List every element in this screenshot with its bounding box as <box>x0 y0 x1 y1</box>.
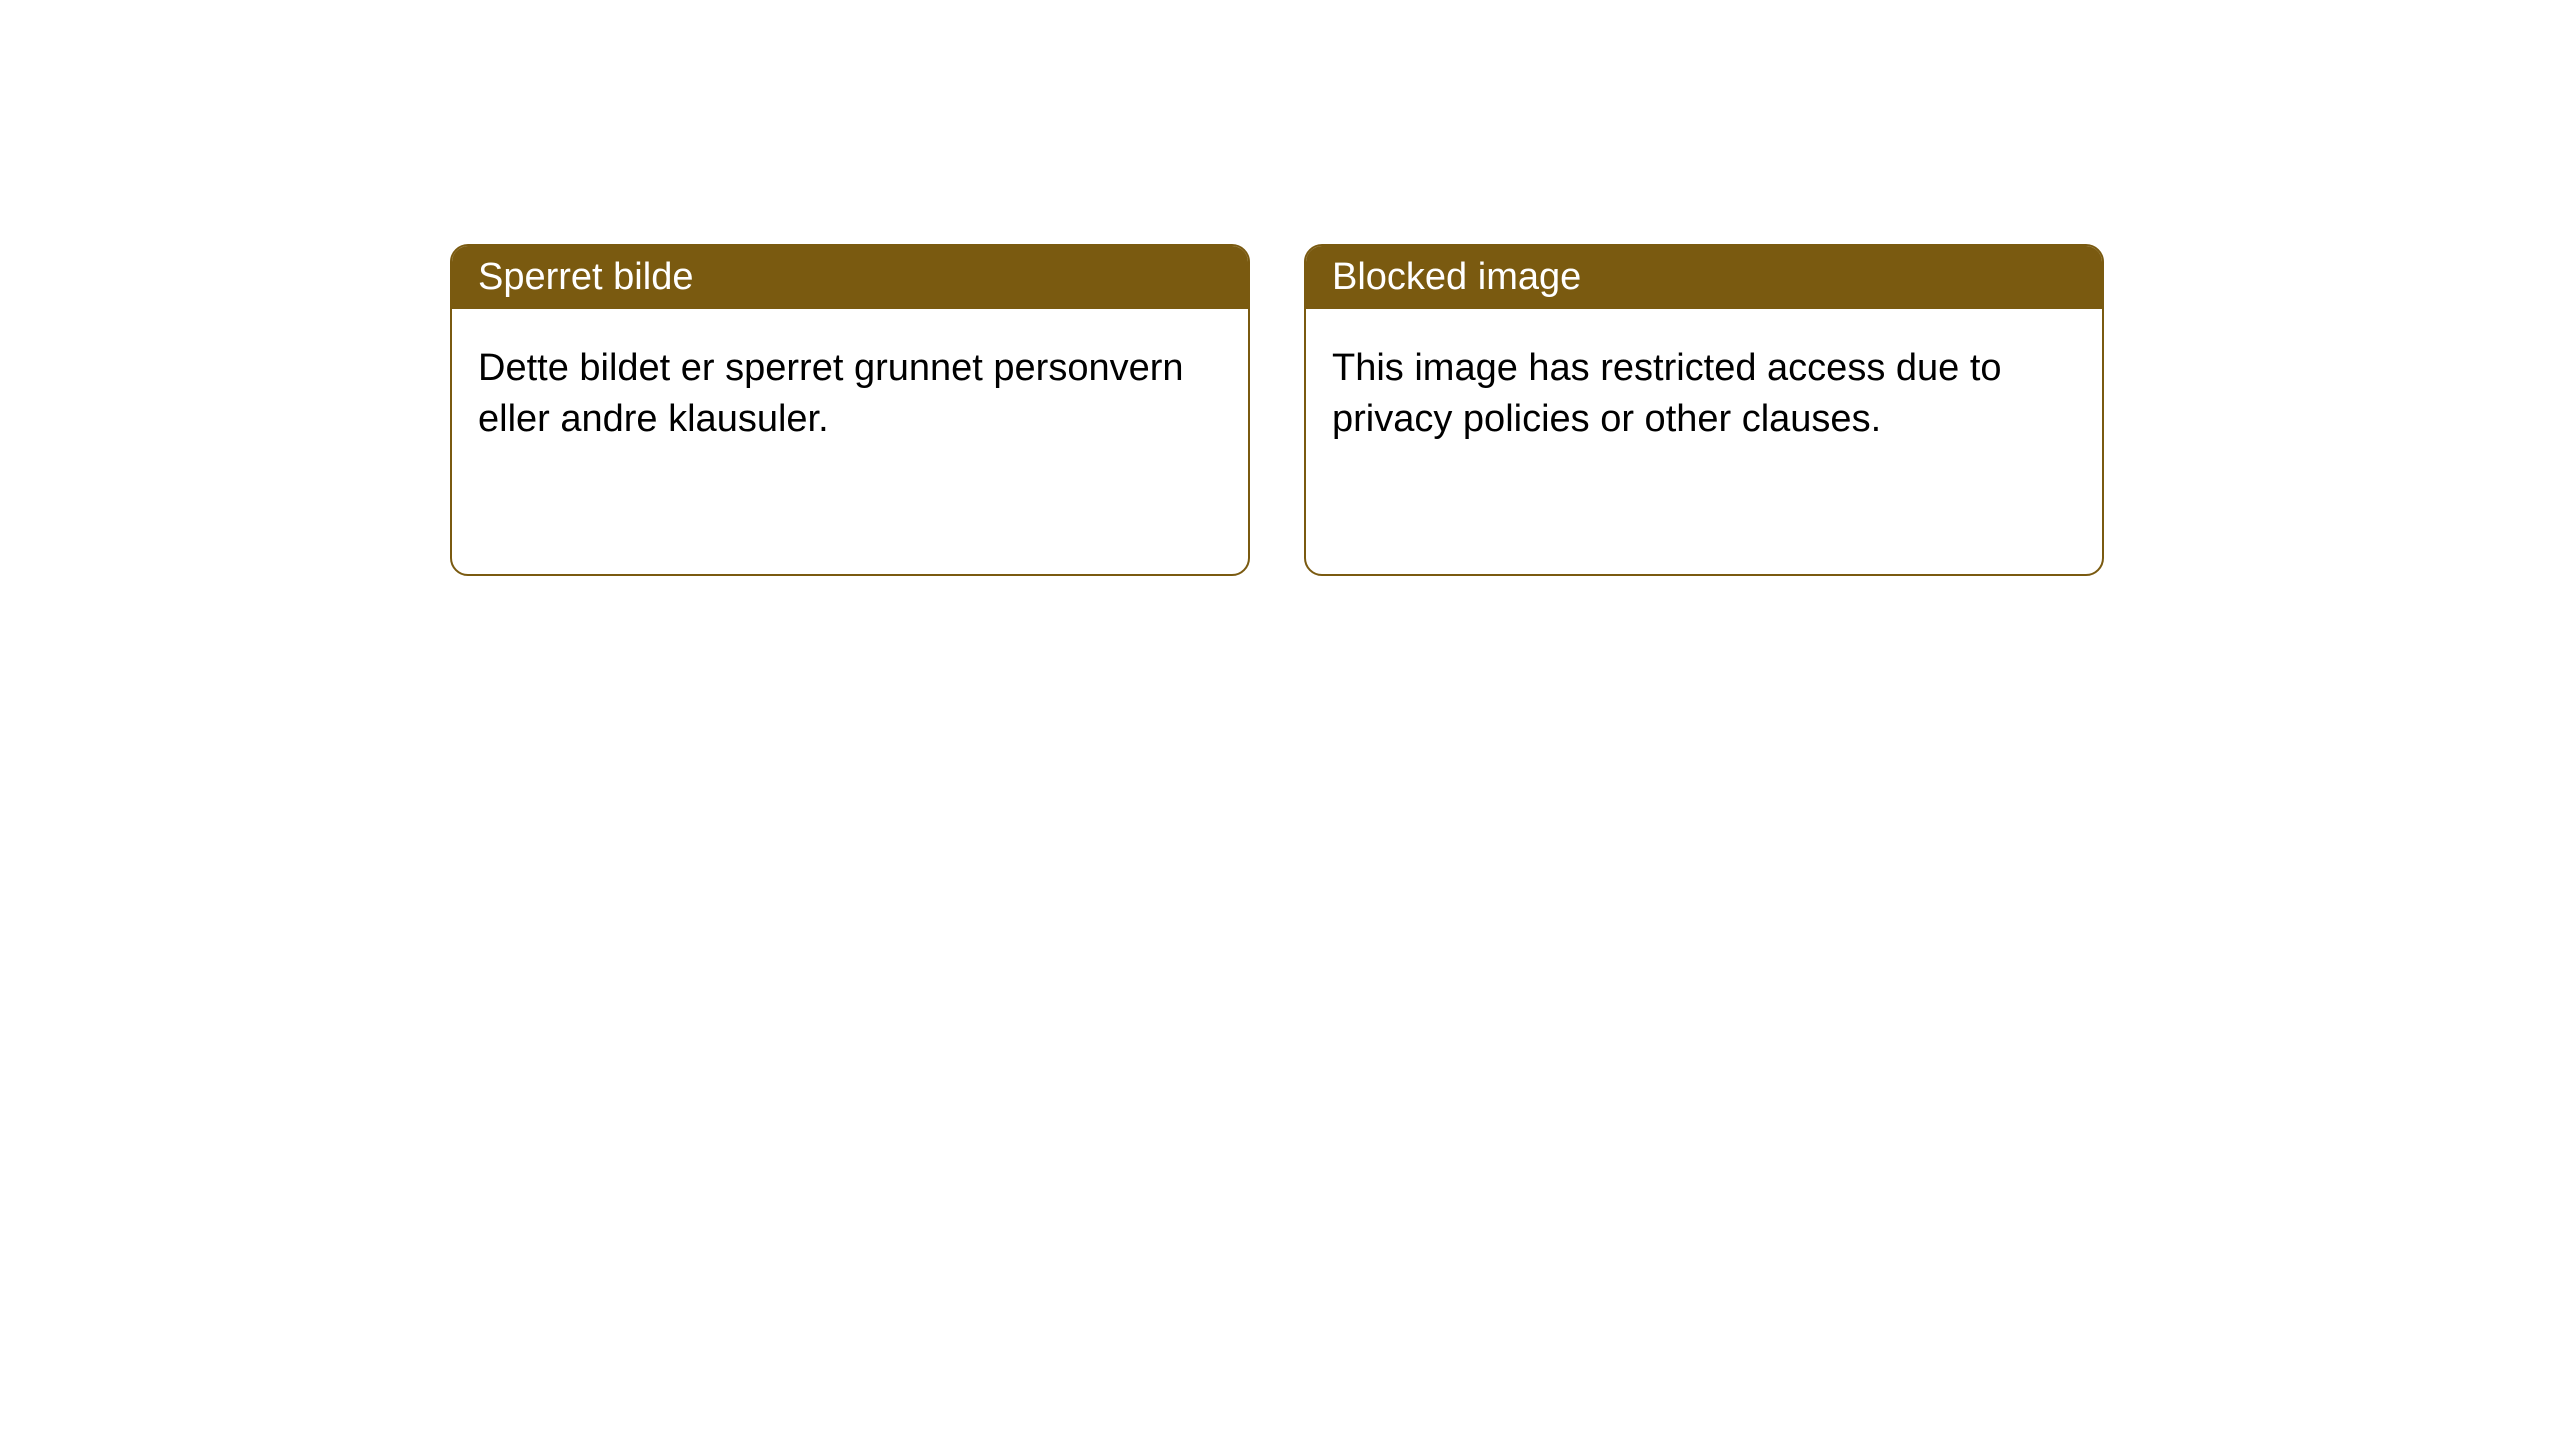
notice-body: Dette bildet er sperret grunnet personve… <box>452 309 1248 480</box>
notice-title: Blocked image <box>1332 256 1581 298</box>
notice-body-text: Dette bildet er sperret grunnet personve… <box>478 347 1184 440</box>
notice-header: Sperret bilde <box>452 246 1248 309</box>
notice-header: Blocked image <box>1306 246 2102 309</box>
notice-card-english: Blocked image This image has restricted … <box>1304 244 2104 576</box>
notices-container: Sperret bilde Dette bildet er sperret gr… <box>0 0 2560 576</box>
notice-body: This image has restricted access due to … <box>1306 309 2102 480</box>
notice-title: Sperret bilde <box>478 256 693 298</box>
notice-body-text: This image has restricted access due to … <box>1332 347 2002 440</box>
notice-card-norwegian: Sperret bilde Dette bildet er sperret gr… <box>450 244 1250 576</box>
